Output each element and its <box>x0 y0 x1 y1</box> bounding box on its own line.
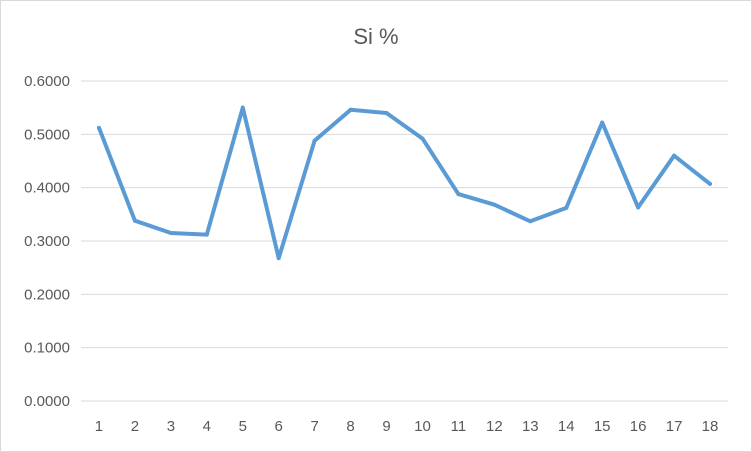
x-tick-label: 8 <box>346 418 354 435</box>
data-point <box>96 125 101 130</box>
x-tick-label: 18 <box>702 418 719 435</box>
gridlines <box>81 80 728 402</box>
data-point <box>708 181 713 186</box>
chart-title: Si % <box>353 24 398 49</box>
data-point <box>240 105 245 110</box>
x-tick-label: 1 <box>95 418 103 435</box>
x-tick-label: 11 <box>451 418 467 435</box>
data-point <box>528 219 533 224</box>
data-point <box>384 111 389 115</box>
data-point <box>276 256 281 261</box>
x-tick-label: 5 <box>239 418 247 435</box>
x-tick-label: 9 <box>382 418 390 435</box>
data-point <box>492 202 497 207</box>
data-point <box>456 192 461 197</box>
x-tick-label: 12 <box>486 418 503 435</box>
y-tick-label: 0.3000 <box>24 233 70 250</box>
data-point <box>564 205 569 210</box>
x-tick-label: 2 <box>131 418 139 435</box>
y-tick-label: 0.6000 <box>24 73 70 90</box>
y-tick-label: 0.4000 <box>24 180 70 197</box>
x-tick-label: 10 <box>414 418 431 435</box>
y-tick-label: 0.5000 <box>24 126 70 143</box>
data-point <box>636 205 641 210</box>
x-tick-label: 14 <box>558 418 575 435</box>
series-layer <box>96 105 713 261</box>
y-tick-label: 0.0000 <box>24 393 70 410</box>
data-point <box>168 231 173 235</box>
data-point <box>600 120 605 125</box>
x-tick-label: 13 <box>522 418 539 435</box>
data-point <box>132 218 137 223</box>
x-tick-label: 15 <box>594 418 611 435</box>
y-tick-label: 0.2000 <box>24 286 70 303</box>
y-tick-label: 0.1000 <box>24 340 70 357</box>
data-point <box>348 107 353 112</box>
data-point <box>312 138 317 143</box>
data-point <box>672 153 677 158</box>
x-tick-label: 3 <box>167 418 175 435</box>
y-axis-tick-labels: 0.0000 0.1000 0.2000 0.3000 0.4000 0.5000 0.60… <box>24 73 70 410</box>
x-tick-label: 17 <box>666 418 683 435</box>
data-point <box>420 136 425 141</box>
x-tick-label: 6 <box>275 418 283 435</box>
x-tick-label: 7 <box>310 418 318 435</box>
series-line-0 <box>97 105 712 261</box>
x-tick-label: 4 <box>203 418 211 435</box>
x-tick-label: 16 <box>630 418 647 435</box>
x-axis-tick-labels: 1 2 3 4 5 6 7 8 9 10 11 12 13 14 15 16 17 18 <box>95 418 719 435</box>
data-point <box>204 232 209 237</box>
